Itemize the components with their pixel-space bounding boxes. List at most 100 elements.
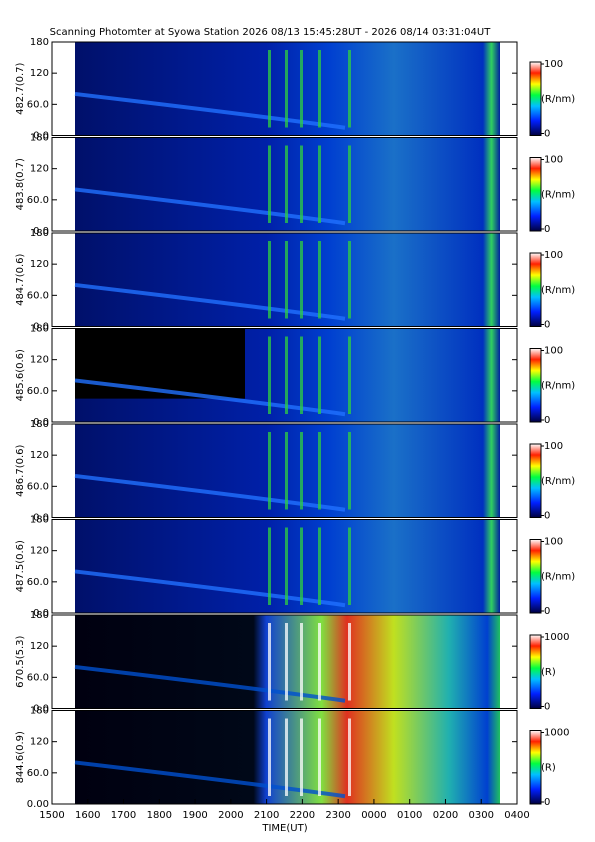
colorbar xyxy=(529,730,542,805)
y-tick-label: 60.0 xyxy=(27,386,49,397)
colorbar xyxy=(529,539,542,614)
y-axis-title: 486.7(0.6) xyxy=(15,444,26,496)
panel-frame xyxy=(51,614,518,709)
auroral-streak xyxy=(285,336,288,414)
y-tick-label: 60.0 xyxy=(27,481,49,492)
auroral-streak xyxy=(285,432,288,510)
y-axis-title: 487.5(0.6) xyxy=(15,540,26,592)
y-tick-label: 120 xyxy=(30,450,49,461)
auroral-streak xyxy=(348,718,351,796)
colorbar-unit: (R/nm) xyxy=(541,285,575,296)
colorbar-unit: (R/nm) xyxy=(541,571,575,582)
auroral-streak xyxy=(268,50,271,128)
y-tick-label: 120 xyxy=(30,164,49,175)
colorbar xyxy=(529,348,542,423)
x-tick-label: 0100 xyxy=(397,810,422,821)
auroral-streak xyxy=(285,623,288,701)
y-tick-label: 180 xyxy=(30,515,49,526)
y-tick-label: 0.00 xyxy=(27,799,49,810)
x-tick-label: 1800 xyxy=(147,810,172,821)
y-axis-title: 484.7(0.6) xyxy=(15,253,26,305)
panel-frame xyxy=(51,710,518,805)
auroral-streak xyxy=(268,623,271,701)
y-tick-label: 120 xyxy=(30,737,49,748)
colorbar-tick-label: 0 xyxy=(544,415,550,426)
colorbar-tick-label: 1000 xyxy=(544,632,569,643)
x-tick-label: 2200 xyxy=(290,810,315,821)
auroral-streak xyxy=(318,336,321,414)
auroral-streak xyxy=(348,50,351,128)
colorbar xyxy=(529,252,542,327)
auroral-streak xyxy=(300,145,303,223)
colorbar-tick-label: 100 xyxy=(544,441,563,452)
x-tick-label: 0200 xyxy=(433,810,458,821)
panel-frame xyxy=(51,328,518,423)
auroral-streak xyxy=(268,241,271,319)
x-tick-label: 2000 xyxy=(218,810,243,821)
auroral-streak xyxy=(318,718,321,796)
y-tick-label: 120 xyxy=(30,355,49,366)
colorbar xyxy=(529,157,542,232)
auroral-streak xyxy=(268,336,271,414)
y-tick-label: 120 xyxy=(30,259,49,270)
x-axis-title: TIME(UT) xyxy=(261,823,307,834)
x-tick-label: 2100 xyxy=(254,810,279,821)
x-tick-label: 0300 xyxy=(469,810,494,821)
y-axis-title: 844.6(0.9) xyxy=(15,731,26,783)
auroral-streak xyxy=(348,336,351,414)
colorbar xyxy=(529,443,542,518)
chart-title: Scanning Photomter at Syowa Station 2026… xyxy=(50,27,492,38)
auroral-streak xyxy=(268,432,271,510)
auroral-streak xyxy=(285,527,288,605)
colorbar-unit: (R/nm) xyxy=(541,189,575,200)
colorbar-tick-label: 100 xyxy=(544,155,563,166)
colorbar-tick-label: 0 xyxy=(544,797,550,808)
auroral-streak xyxy=(285,718,288,796)
auroral-streak xyxy=(300,336,303,414)
auroral-streak xyxy=(348,623,351,701)
auroral-streak xyxy=(348,241,351,319)
y-axis-title: 485.6(0.6) xyxy=(15,349,26,401)
y-tick-label: 180 xyxy=(30,706,49,717)
y-tick-label: 0.0 xyxy=(33,322,49,333)
y-tick-label: 60.0 xyxy=(27,290,49,301)
auroral-streak xyxy=(318,623,321,701)
panel-frame xyxy=(51,137,518,232)
auroral-streak xyxy=(318,527,321,605)
y-tick-label: 60.0 xyxy=(27,672,49,683)
auroral-streak xyxy=(348,527,351,605)
auroral-streak xyxy=(300,50,303,128)
auroral-streak xyxy=(318,432,321,510)
panel-frame xyxy=(51,41,518,136)
y-tick-label: 0.0 xyxy=(33,704,49,715)
x-tick-label: 2300 xyxy=(325,810,350,821)
y-tick-label: 60.0 xyxy=(27,768,49,779)
colorbar-tick-label: 100 xyxy=(544,250,563,261)
x-tick-label: 0000 xyxy=(361,810,386,821)
colorbar-tick-label: 100 xyxy=(544,537,563,548)
y-tick-label: 0.0 xyxy=(33,513,49,524)
y-tick-label: 0.0 xyxy=(33,417,49,428)
colorbar-tick-label: 0 xyxy=(544,511,550,522)
auroral-streak xyxy=(268,718,271,796)
colorbar-tick-label: 0 xyxy=(544,129,550,140)
auroral-streak xyxy=(348,145,351,223)
panel-frame xyxy=(51,519,518,614)
y-tick-label: 120 xyxy=(30,641,49,652)
auroral-streak xyxy=(268,145,271,223)
colorbar-tick-label: 0 xyxy=(544,320,550,331)
y-tick-label: 120 xyxy=(30,68,49,79)
y-tick-label: 180 xyxy=(30,610,49,621)
y-tick-label: 60.0 xyxy=(27,577,49,588)
colorbar-unit: (R) xyxy=(541,762,556,773)
colorbar-tick-label: 0 xyxy=(544,606,550,617)
colorbar-tick-label: 100 xyxy=(544,59,563,70)
y-tick-label: 60.0 xyxy=(27,99,49,110)
y-tick-label: 180 xyxy=(30,324,49,335)
y-tick-label: 0.0 xyxy=(33,226,49,237)
no-data-region xyxy=(75,328,245,399)
auroral-streak xyxy=(300,432,303,510)
auroral-streak xyxy=(348,432,351,510)
auroral-streak xyxy=(268,527,271,605)
